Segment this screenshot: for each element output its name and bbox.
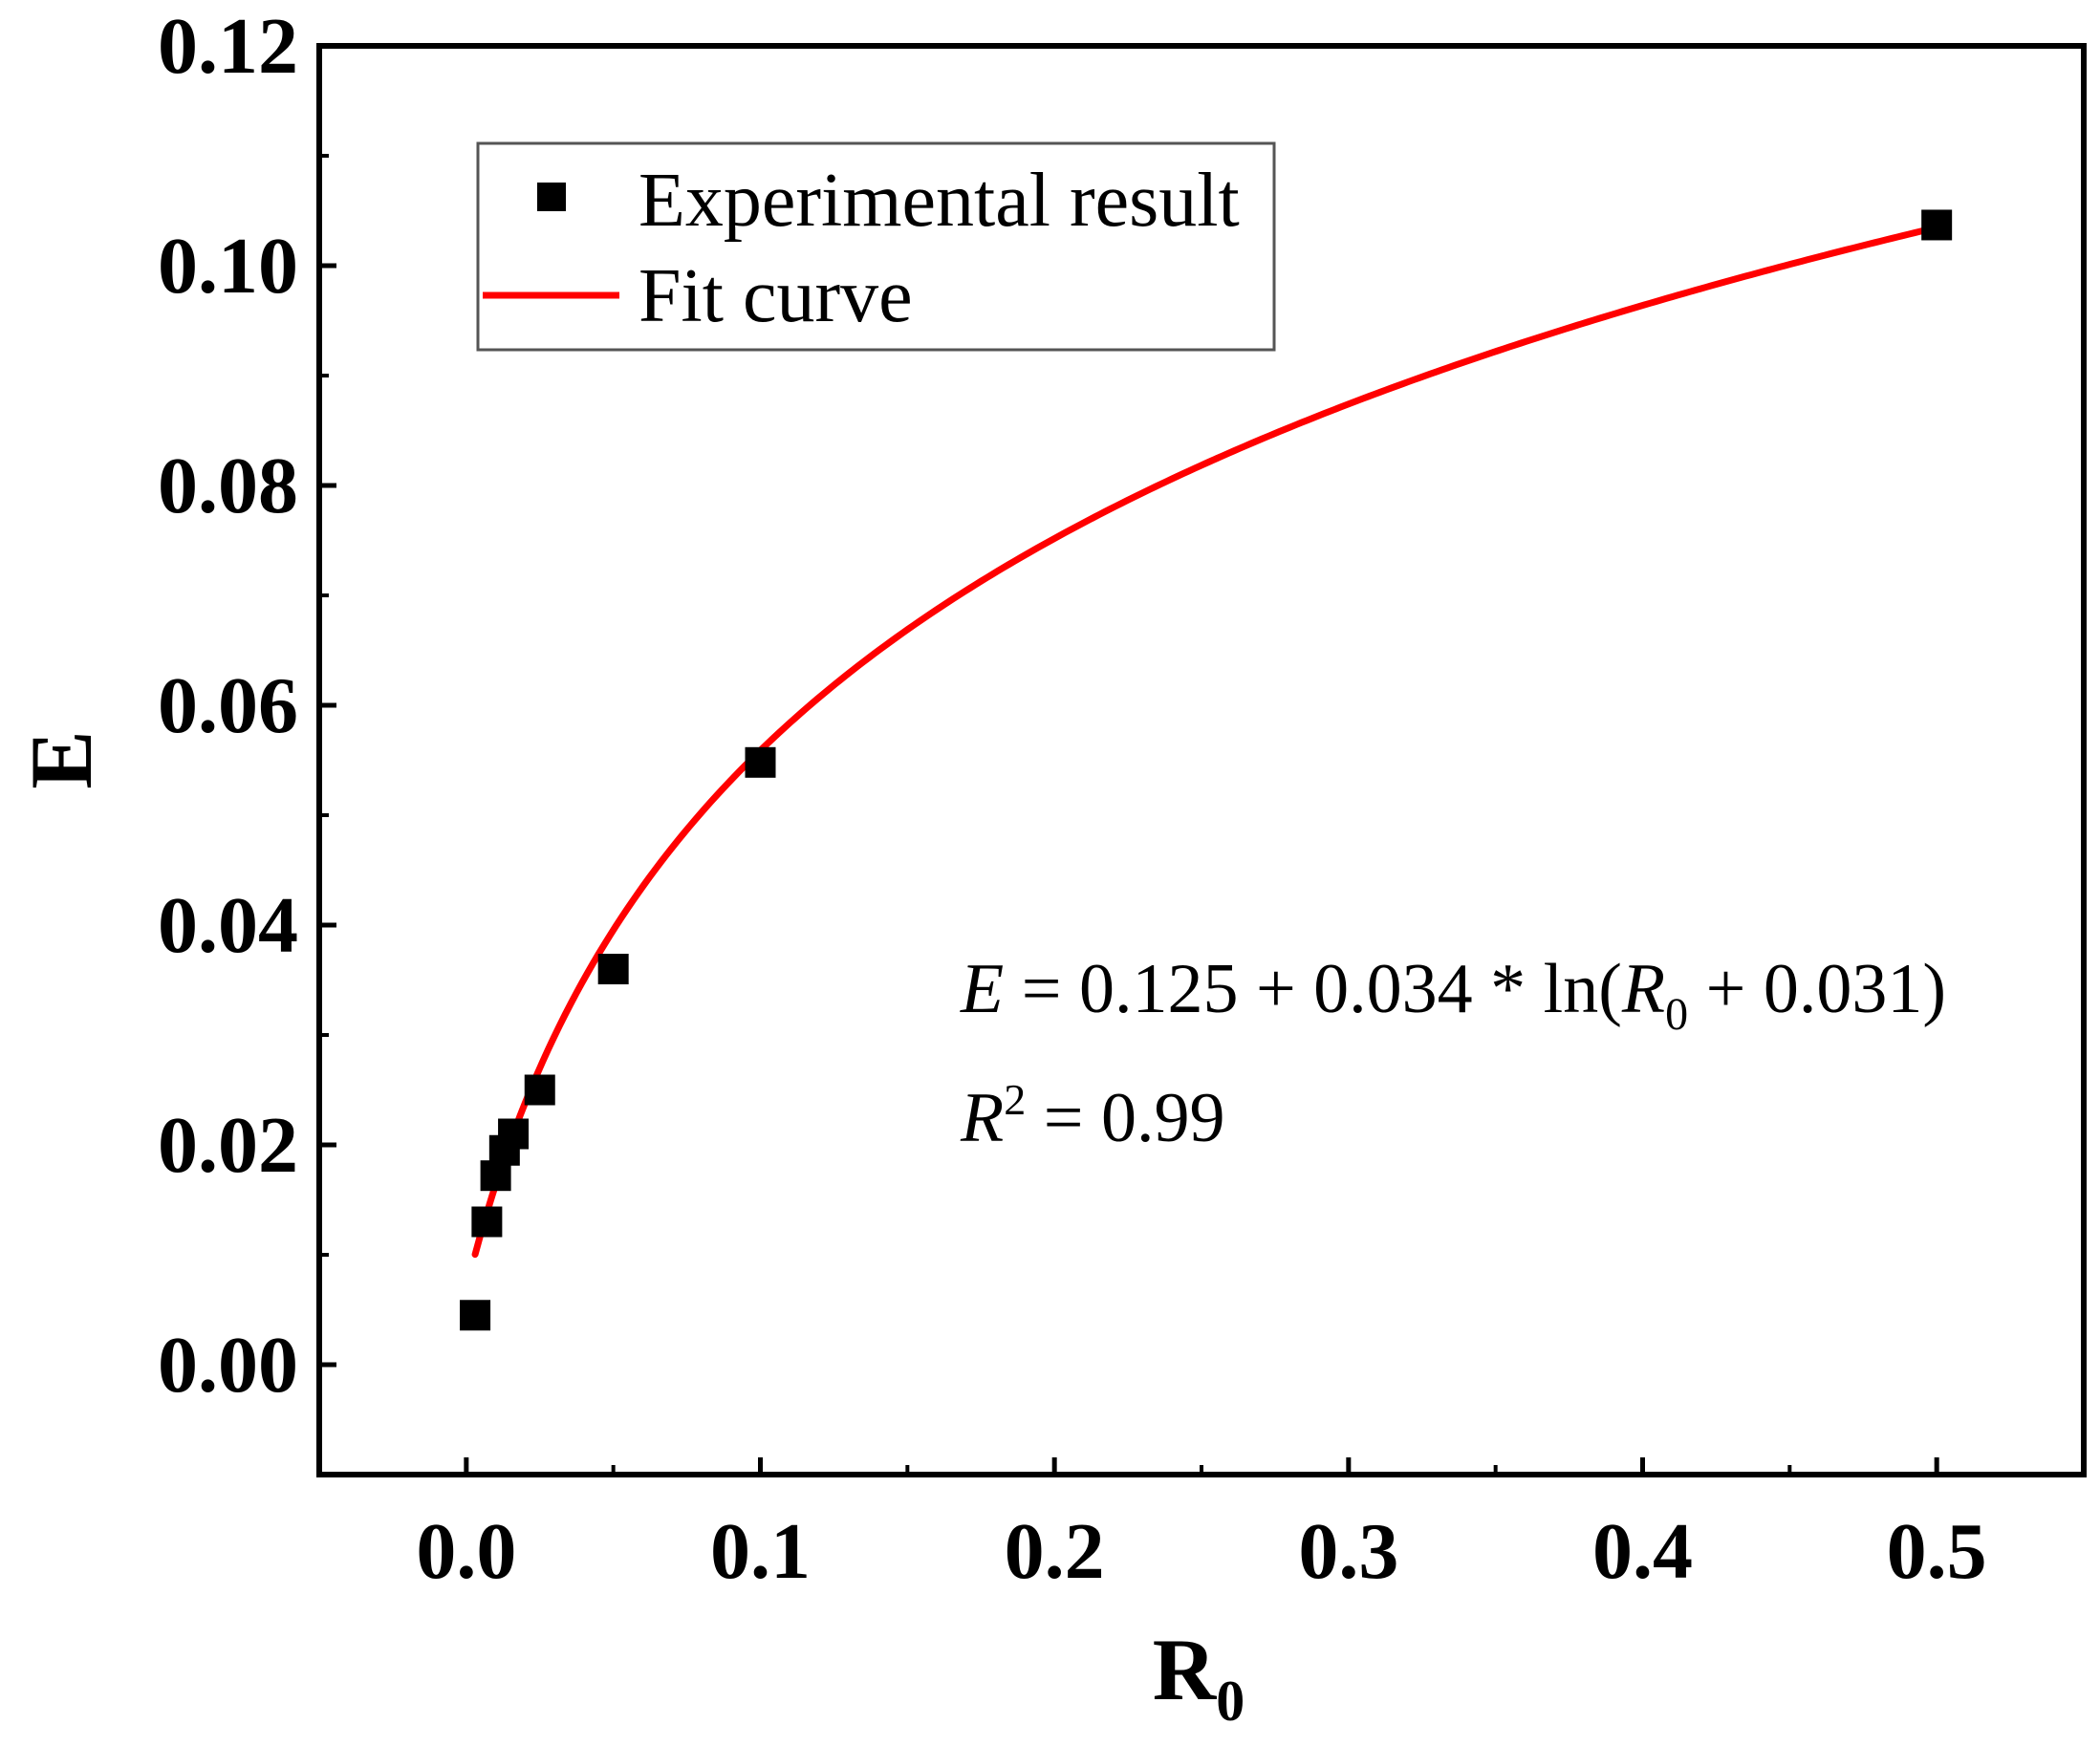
x-axis-title-subscript: 0 [1216,1670,1245,1733]
equation-close: ) [1922,950,1946,1028]
x-tick-label: 0.1 [710,1507,811,1596]
equation-constant: 0.125 [1079,950,1239,1028]
r-squared-symbol: R [960,1079,1004,1157]
x-axis-title-main: R [1153,1621,1218,1718]
y-tick-label: 0.04 [158,881,298,970]
equation-lhs: E [960,950,1004,1028]
data-point [1921,209,1953,241]
data-point [471,1206,503,1238]
y-tick-label: 0.06 [158,661,298,750]
x-tick-label: 0.3 [1298,1507,1398,1596]
y-tick-label: 0.12 [158,2,298,91]
r-squared-annotation: R2 = 0.99 [960,1075,1224,1157]
x-tick-label: 0.5 [1887,1507,1987,1596]
x-tick-label: 0.4 [1592,1507,1693,1596]
r-squared-value: 0.99 [1101,1079,1225,1157]
legend-label: Experimental result [639,159,1240,243]
equation-plus: + [1688,950,1764,1028]
data-point [745,746,776,778]
equation-plus: + [1238,950,1313,1028]
data-point [597,954,629,984]
equation-variable: R [1621,950,1665,1028]
data-point [524,1074,555,1106]
y-tick-label: 0.08 [158,442,298,530]
x-tick-label: 0.0 [416,1507,516,1596]
equation-equals: = [1004,950,1079,1028]
equation-coefficient: 0.034 [1313,950,1473,1028]
equation-annotation: E = 0.125 + 0.034 * ln(R0 + 0.031) [960,950,1946,1040]
r-squared-superscript: 2 [1004,1075,1026,1124]
legend-box [476,141,1276,352]
equation-variable-subscript: 0 [1665,989,1688,1040]
r-squared-equals: = [1026,1079,1101,1157]
equation-log-open: ln( [1544,950,1622,1028]
data-point [498,1118,530,1150]
legend-label: Fit curve [639,254,913,338]
y-axis-title: E [12,730,110,788]
equation-multiply: * [1473,950,1544,1028]
y-tick-label: 0.10 [158,222,298,311]
annotation-layer: E = 0.125 + 0.034 * ln(R0 + 0.031)R2 = 0… [960,950,1946,1157]
legend-layer: Experimental result Fit curve [476,141,1276,352]
fit-layer [471,224,1940,1259]
axes-layer: 0.0 0.1 0.2 0.3 0.4 0.5 0.00 0.02 0.04 0.06 0.08 0.… [12,2,2087,1733]
fit-curve-line [471,224,1940,1259]
equation-offset: 0.031 [1764,950,1923,1028]
x-axis-title: R0 [1153,1621,1245,1733]
y-tick-label: 0.00 [158,1321,298,1410]
x-tick-label: 0.2 [1005,1507,1105,1596]
data-point [460,1300,491,1331]
legend-marker-square [537,183,566,211]
y-tick-label: 0.02 [158,1101,298,1190]
points-layer [460,209,1953,1331]
